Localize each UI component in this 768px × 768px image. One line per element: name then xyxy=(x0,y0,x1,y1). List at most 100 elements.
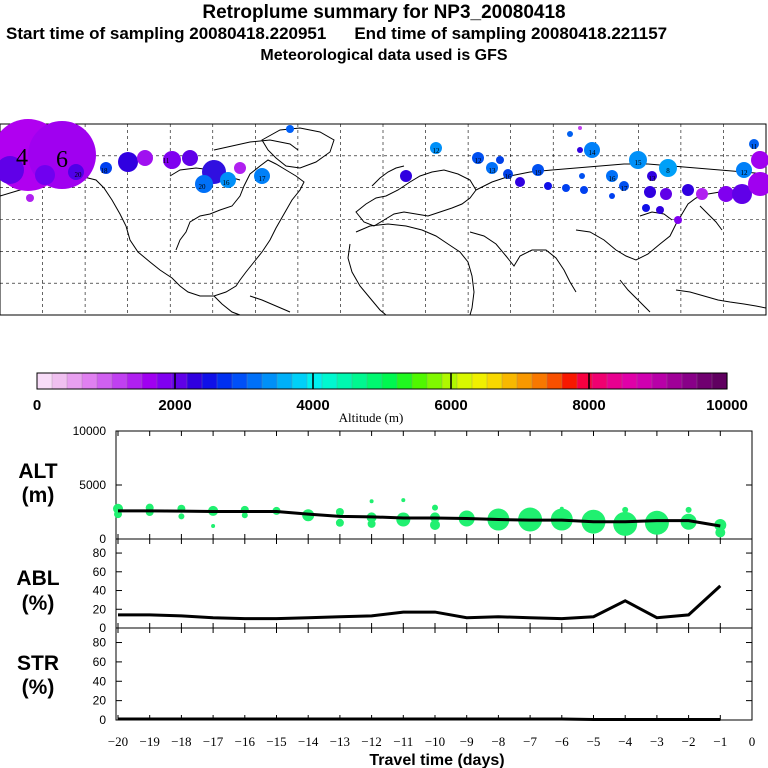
altitude-cluster-point xyxy=(559,506,564,511)
plume-centroid xyxy=(486,162,498,174)
centroid-day-label: 20 xyxy=(75,171,83,179)
sampling-time-line: Start time of sampling 20080418.220951 En… xyxy=(6,24,667,44)
plume-centroid xyxy=(732,184,752,204)
y-tick-label: 40 xyxy=(93,584,107,598)
centroid-day-label: 16 xyxy=(223,179,231,187)
panels-frame xyxy=(115,430,753,721)
plume-centroid xyxy=(751,151,768,169)
plume-centroid xyxy=(736,162,752,178)
colorbar-cell xyxy=(111,372,128,390)
plume-centroid xyxy=(430,142,442,154)
alt-panel-unit: (m) xyxy=(22,484,55,507)
plume-centroid xyxy=(578,126,582,130)
colorbar-tick-label: 2000 xyxy=(158,397,191,414)
start-time-label: Start time of sampling 20080418.220951 xyxy=(6,24,327,43)
plume-centroid xyxy=(629,151,647,169)
x-tick-label: −8 xyxy=(491,734,505,749)
plume-centroid xyxy=(619,181,629,191)
colorbar-frame xyxy=(36,372,728,390)
centroid-day-label: 18 xyxy=(101,167,109,175)
x-tick-label: −12 xyxy=(361,734,381,749)
colorbar-cell xyxy=(381,372,398,390)
altitude-colorbar: 0 2000 4000 6000 8000 10000 Altitude (m) xyxy=(33,372,748,425)
y-tick-label: 20 xyxy=(93,694,107,708)
plume-centroid xyxy=(26,194,34,202)
plume-centroid xyxy=(577,147,583,153)
x-tick-label: 0 xyxy=(749,734,756,749)
plume-centroid xyxy=(606,170,618,182)
plume-centroid xyxy=(748,172,768,196)
colorbar-cell xyxy=(126,372,143,390)
altitude-cluster-point xyxy=(367,519,376,528)
altitude-cluster-point xyxy=(396,512,411,527)
x-tick-label: −19 xyxy=(140,734,160,749)
colorbar-cell xyxy=(306,372,323,390)
colorbar-cell xyxy=(681,372,698,390)
x-tick-label: −13 xyxy=(330,734,350,749)
centroid-day-label: 11 xyxy=(751,143,758,151)
plume-centroid xyxy=(503,169,513,179)
x-tick-label: −17 xyxy=(203,734,224,749)
x-tick-label: −16 xyxy=(235,734,256,749)
centroid-day-label: 13 xyxy=(489,167,497,175)
altitude-cluster-point xyxy=(715,527,726,538)
altitude-cluster-point xyxy=(178,513,185,520)
plume-centroid xyxy=(195,175,213,193)
centroid-day-label: 12 xyxy=(475,157,483,165)
centroid-day-label: 6 xyxy=(56,147,68,173)
altitude-cluster-point xyxy=(685,506,692,513)
centroid-day-label: 12 xyxy=(741,169,749,177)
colorbar-cell xyxy=(141,372,158,390)
altitude-cluster-point xyxy=(430,519,440,530)
x-tick-label: −6 xyxy=(555,734,569,749)
x-tick-label: −18 xyxy=(171,734,191,749)
retroplume-centroids: 4 6 20 18 20 16 17 12 12 13 16 19 14 16 15 13 8 12 11 17 11 xyxy=(0,119,768,224)
alt-median-line xyxy=(118,509,721,528)
x-tick-label: −14 xyxy=(298,734,319,749)
colorbar-cell xyxy=(201,372,218,390)
colorbar-cell xyxy=(486,372,503,390)
plume-centroid xyxy=(100,162,112,174)
colorbar-cell xyxy=(441,372,458,390)
plume-centroid xyxy=(580,186,588,194)
colorbar-cell xyxy=(36,372,53,390)
y-tick-label: 80 xyxy=(93,546,107,560)
centroid-day-label: 4 xyxy=(16,145,28,171)
plume-centroid xyxy=(644,186,656,198)
colorbar-cell xyxy=(216,372,233,390)
str-panel: STR (%) 0 20 40 60 80 xyxy=(17,628,753,727)
centroid-day-label: 16 xyxy=(505,173,513,181)
y-tick-label: 20 xyxy=(93,602,107,616)
colorbar-tick-label: 4000 xyxy=(296,397,329,414)
plume-centroid xyxy=(515,177,525,187)
plume-centroid xyxy=(472,152,484,164)
map-panel: 4 6 20 18 20 16 17 12 12 13 16 19 14 16 15 13 8 12 11 17 11 xyxy=(0,119,768,316)
colorbar-cell xyxy=(231,372,248,390)
alt-panel: ALT (m) 0 5000 10000 xyxy=(18,424,753,546)
x-tick-label: −20 xyxy=(108,734,128,749)
colorbar-cell xyxy=(471,372,488,390)
y-tick-label: 60 xyxy=(93,655,107,669)
plume-centroid xyxy=(220,172,236,188)
str-y-axis: 0 20 40 60 80 xyxy=(93,628,753,727)
centroid-day-label: 12 xyxy=(433,147,441,155)
x-tick-label: −2 xyxy=(682,734,696,749)
colorbar-cell xyxy=(606,372,623,390)
colorbar-cell xyxy=(456,372,473,390)
abl-fraction-line xyxy=(118,584,722,621)
abl-panel: ABL (%) 0 20 40 60 80 xyxy=(16,539,753,635)
y-tick-label: 10000 xyxy=(73,424,107,438)
x-tick-label: −7 xyxy=(523,734,537,749)
x-axis-title: Travel time (days) xyxy=(369,752,504,768)
x-tick-label: −9 xyxy=(460,734,474,749)
colorbar-cell xyxy=(696,372,713,390)
plume-centroid xyxy=(567,131,573,137)
chart-title: Retroplume summary for NP3_20080418 xyxy=(202,2,566,23)
colorbar-cells xyxy=(36,372,728,390)
colorbar-cell xyxy=(261,372,278,390)
colorbar-cell xyxy=(411,372,428,390)
altitude-cluster-point xyxy=(335,508,344,516)
altitude-cluster-point xyxy=(613,511,638,536)
y-tick-label: 5000 xyxy=(79,478,106,492)
coastlines xyxy=(0,127,767,316)
